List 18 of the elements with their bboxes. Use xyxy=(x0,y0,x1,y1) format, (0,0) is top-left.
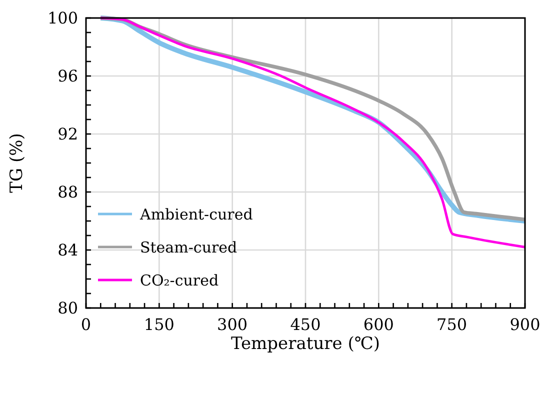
x-tick-label: 600 xyxy=(363,315,394,334)
legend-label: Ambient-cured xyxy=(139,205,254,224)
y-tick-label: 96 xyxy=(58,66,78,86)
x-tick-label: 900 xyxy=(510,315,540,334)
legend-label: Steam-cured xyxy=(140,238,238,256)
x-tick-label: 0 xyxy=(80,315,92,334)
x-tick-label: 450 xyxy=(290,315,321,334)
y-tick-label: 100 xyxy=(47,8,78,28)
x-tick-label: 300 xyxy=(217,315,248,334)
y-tick-label: 84 xyxy=(58,240,78,260)
legend-label: CO₂-cured xyxy=(140,271,219,290)
y-tick-label: 88 xyxy=(58,182,78,202)
y-tick-label: 92 xyxy=(58,124,78,144)
y-tick-label: 80 xyxy=(58,298,78,318)
x-axis-title: Temperature (℃) xyxy=(230,334,380,354)
x-tick-label: 150 xyxy=(144,315,174,334)
x-tick-label: 750 xyxy=(436,315,468,334)
y-axis-title: TG (%) xyxy=(7,133,27,193)
